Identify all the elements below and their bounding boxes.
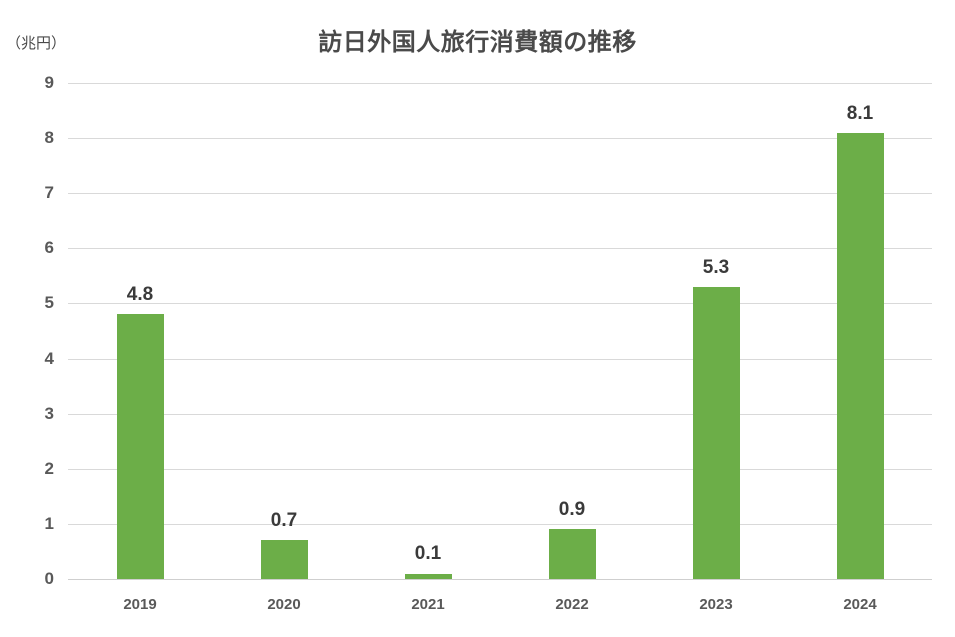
gridline-8 [68,138,932,140]
y-tick-label: 6 [44,238,54,258]
gridline-1 [68,523,932,525]
plot-area: 0 1 2 3 4 5 6 7 8 9 4.8 0.7 0.1 0.9 5.3 8.1 2019 2020 20… [45,73,932,613]
y-tick-label: 1 [44,513,54,533]
gridline-5 [68,303,932,305]
y-tick-label: 7 [44,183,54,203]
y-tick-label: 4 [44,348,54,368]
gridline-0 [68,579,932,580]
x-tick-label-2020: 2020 [267,596,301,613]
gridline-4 [68,358,932,360]
y-tick-label: 0 [44,569,54,588]
bar-2024[interactable] [836,132,884,579]
gridline-9 [68,83,932,84]
x-tick-label-2019: 2019 [123,596,157,613]
gridline-2 [68,468,932,470]
y-tick-label: 9 [44,73,54,92]
bar-value-label-2023: 5.3 [702,256,730,278]
gridline-7 [68,193,932,195]
x-tick-label-2024: 2024 [843,596,877,613]
bar-value-label-2019: 4.8 [126,284,154,306]
bar-2020[interactable] [260,540,308,579]
chart-title: 訪日外国人旅行消費額の推移 [318,29,637,56]
y-tick-label: 8 [44,128,54,148]
bar-value-label-2024: 8.1 [846,102,874,124]
gridline-3 [68,413,932,415]
bar-2021[interactable] [404,573,452,579]
x-tick-label-2022: 2022 [555,596,589,613]
gridline-6 [68,248,932,250]
bar-value-label-2021: 0.1 [414,543,442,565]
x-tick-label-2021: 2021 [411,596,445,613]
bar-2023[interactable] [692,286,740,579]
y-tick-label: 5 [44,293,54,313]
y-axis-unit-label: （兆円） [6,35,67,52]
y-tick-label: 3 [44,403,54,423]
bar-value-label-2022: 0.9 [558,499,586,521]
bar-2019[interactable] [116,314,164,579]
x-tick-label-2023: 2023 [699,596,733,613]
bar-value-label-2020: 0.7 [270,510,298,532]
bar-2022[interactable] [548,529,596,579]
y-tick-label: 2 [44,458,54,478]
